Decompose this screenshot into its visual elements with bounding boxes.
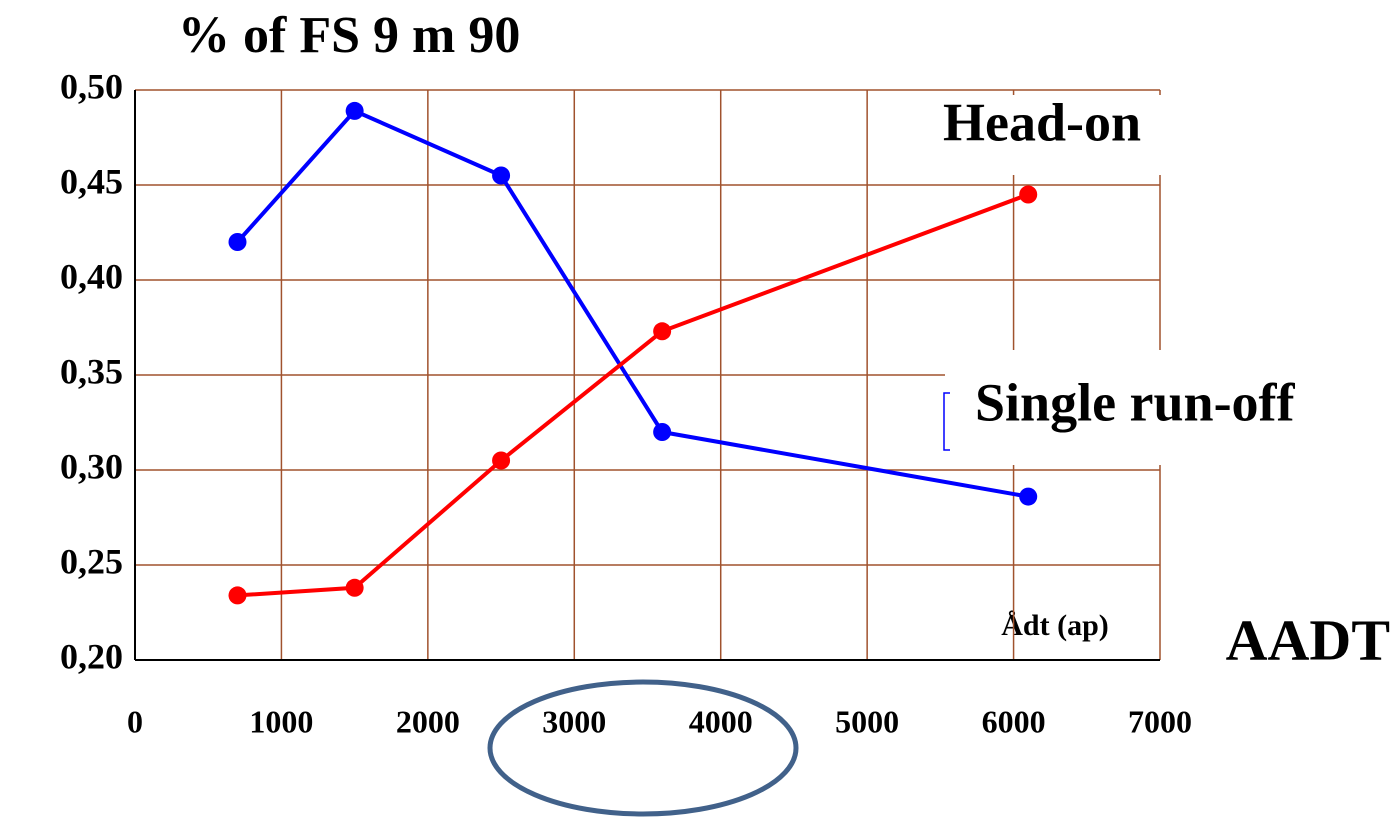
x-axis-label: AADT [1226,607,1390,672]
x-tick-label: 3000 [542,703,606,739]
x-tick-label: 0 [127,703,143,739]
x-tick-label: 5000 [835,703,899,739]
bracket [943,392,950,451]
annotation: Ådt (ap) [1001,609,1109,642]
y-tick-label: 0,50 [60,66,123,106]
y-tick-label: 0,45 [60,161,123,201]
series-line [236,108,1029,499]
data-point [492,166,511,185]
y-tick-label: 0,40 [60,256,123,296]
data-point [1019,487,1038,506]
y-tick-label: 0,30 [60,446,123,486]
data-point [492,451,511,470]
x-tick-label: 1000 [249,703,313,739]
y-tick-label: 0,35 [60,351,123,391]
highlight-ellipse [487,679,799,817]
series-label: Head-on [943,92,1141,152]
x-tick-label: 2000 [396,703,460,739]
x-tick-label: 4000 [689,703,753,739]
data-point [653,423,672,441]
data-point [345,578,364,597]
y-tick-label: 0,25 [60,541,123,581]
series-label: Single run-off [975,372,1296,432]
data-point [345,101,364,120]
x-tick-label: 6000 [982,703,1046,739]
data-point [653,322,672,341]
label-background [945,350,1395,465]
series-line [237,192,1029,598]
label-background [925,95,1225,175]
x-tick-label: 7000 [1128,703,1192,739]
chart-title: % of FS 9 m 90 [178,7,520,64]
data-point [228,586,247,605]
y-tick-label: 0,20 [60,636,123,676]
data-point [1019,185,1038,204]
data-point [228,233,247,251]
